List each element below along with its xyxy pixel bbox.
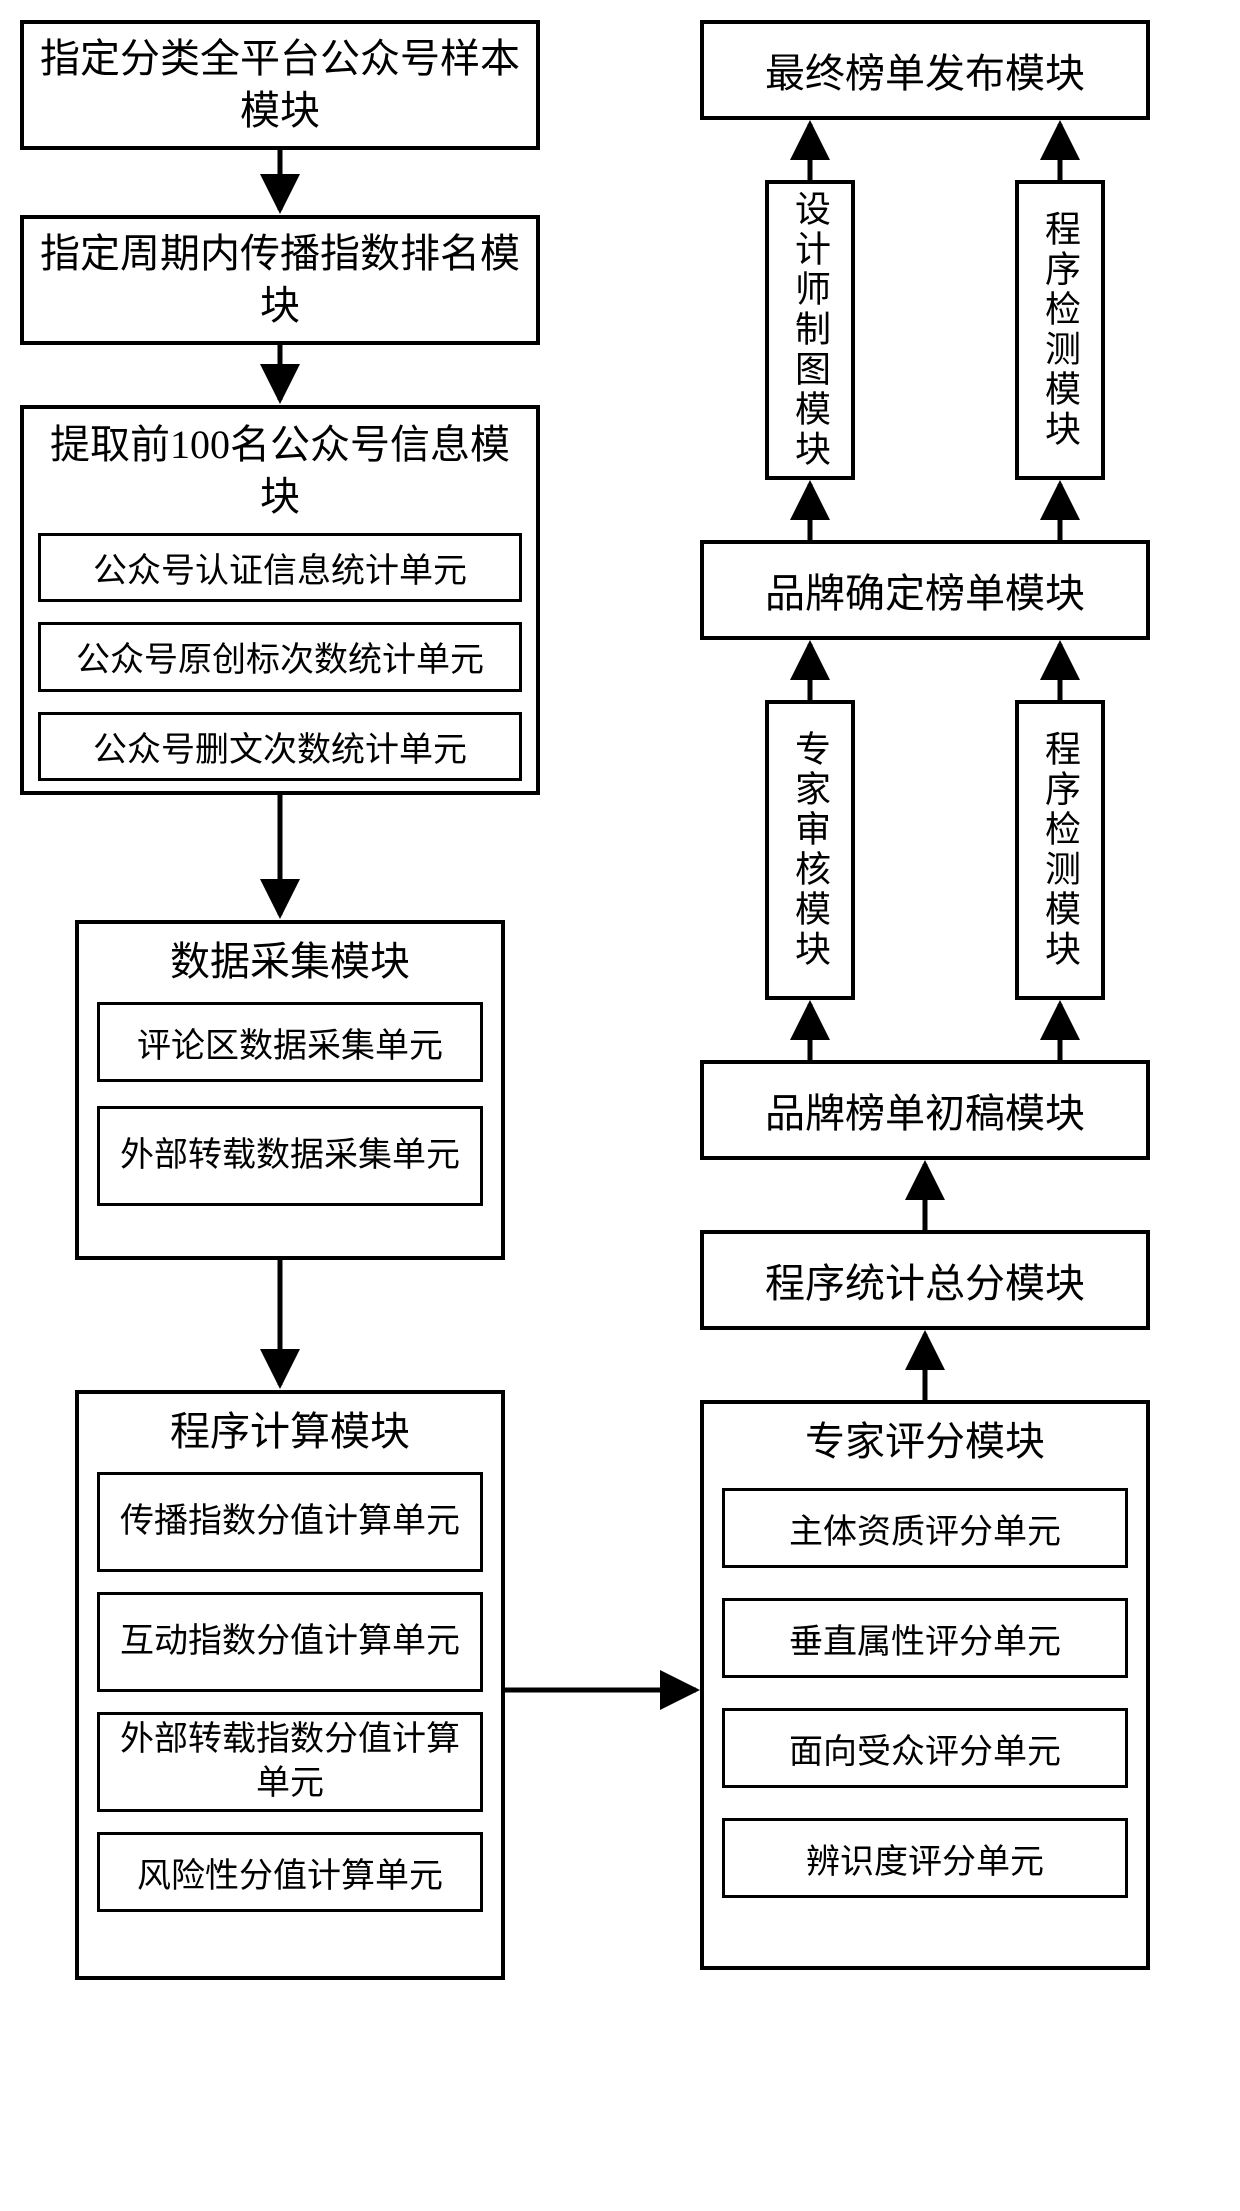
sub-label: 主体资质评分单元 [789, 1504, 1061, 1553]
sub-label: 公众号认证信息统计单元 [93, 543, 467, 592]
node-check2: 程序检测模块 [1015, 700, 1105, 1000]
flowchart-canvas: 指定分类全平台公众号样本模块 指定周期内传播指数排名模块 提取前100名公众号信… [0, 0, 1240, 2211]
node-expert-score: 专家评分模块 主体资质评分单元 垂直属性评分单元 面向受众评分单元 辨识度评分单… [700, 1400, 1150, 1970]
node-check1: 程序检测模块 [1015, 180, 1105, 480]
node-calc-module: 程序计算模块 传播指数分值计算单元 互动指数分值计算单元 外部转载指数分值计算单… [75, 1390, 505, 1980]
node-sample-module: 指定分类全平台公众号样本模块 [20, 20, 540, 150]
sub-label: 风险性分值计算单元 [137, 1848, 443, 1897]
sub-label: 外部转载数据采集单元 [120, 1134, 460, 1178]
sub-unit: 垂直属性评分单元 [722, 1598, 1128, 1678]
sub-unit: 主体资质评分单元 [722, 1488, 1128, 1568]
node-total-score: 程序统计总分模块 [700, 1230, 1150, 1330]
node-label: 指定分类全平台公众号样本模块 [30, 33, 530, 137]
node-label: 品牌确定榜单模块 [765, 561, 1085, 619]
sub-unit: 风险性分值计算单元 [97, 1832, 483, 1912]
sub-unit: 公众号删文次数统计单元 [38, 712, 522, 781]
sub-unit: 公众号认证信息统计单元 [38, 533, 522, 602]
node-label: 品牌榜单初稿模块 [765, 1081, 1085, 1139]
sub-unit: 外部转载指数分值计算单元 [97, 1712, 483, 1812]
vnode-label: 程序检测模块 [1034, 730, 1086, 970]
sub-unit: 互动指数分值计算单元 [97, 1592, 483, 1692]
sub-label: 公众号原创标次数统计单元 [76, 632, 484, 681]
sub-unit: 面向受众评分单元 [722, 1708, 1128, 1788]
sub-unit: 评论区数据采集单元 [97, 1002, 483, 1082]
vnode-label: 设计师制图模块 [784, 190, 836, 470]
sub-label: 辨识度评分单元 [806, 1834, 1044, 1883]
sub-unit: 公众号原创标次数统计单元 [38, 622, 522, 691]
node-final-publish: 最终榜单发布模块 [700, 20, 1150, 120]
node-label: 程序统计总分模块 [765, 1251, 1085, 1309]
node-label: 提取前100名公众号信息模块 [38, 419, 522, 523]
node-label: 指定周期内传播指数排名模块 [30, 228, 530, 332]
sub-label: 垂直属性评分单元 [789, 1614, 1061, 1663]
sub-label: 传播指数分值计算单元 [120, 1500, 460, 1544]
sub-unit: 辨识度评分单元 [722, 1818, 1128, 1898]
node-label: 程序计算模块 [170, 1406, 410, 1458]
sub-unit: 外部转载数据采集单元 [97, 1106, 483, 1206]
sub-label: 面向受众评分单元 [789, 1724, 1061, 1773]
node-brand-draft: 品牌榜单初稿模块 [700, 1060, 1150, 1160]
vnode-label: 程序检测模块 [1034, 210, 1086, 450]
sub-label: 评论区数据采集单元 [137, 1018, 443, 1067]
node-collect-module: 数据采集模块 评论区数据采集单元 外部转载数据采集单元 [75, 920, 505, 1260]
sub-label: 公众号删文次数统计单元 [93, 722, 467, 771]
node-extract-module: 提取前100名公众号信息模块 公众号认证信息统计单元 公众号原创标次数统计单元 … [20, 405, 540, 795]
node-brand-confirm: 品牌确定榜单模块 [700, 540, 1150, 640]
node-designer: 设计师制图模块 [765, 180, 855, 480]
sub-unit: 传播指数分值计算单元 [97, 1472, 483, 1572]
node-expert-review: 专家审核模块 [765, 700, 855, 1000]
node-label: 数据采集模块 [170, 936, 410, 988]
node-label: 专家评分模块 [805, 1416, 1045, 1468]
sub-label: 外部转载指数分值计算单元 [108, 1718, 472, 1806]
node-label: 最终榜单发布模块 [765, 41, 1085, 99]
vnode-label: 专家审核模块 [784, 730, 836, 970]
node-ranking-module: 指定周期内传播指数排名模块 [20, 215, 540, 345]
sub-label: 互动指数分值计算单元 [120, 1620, 460, 1664]
